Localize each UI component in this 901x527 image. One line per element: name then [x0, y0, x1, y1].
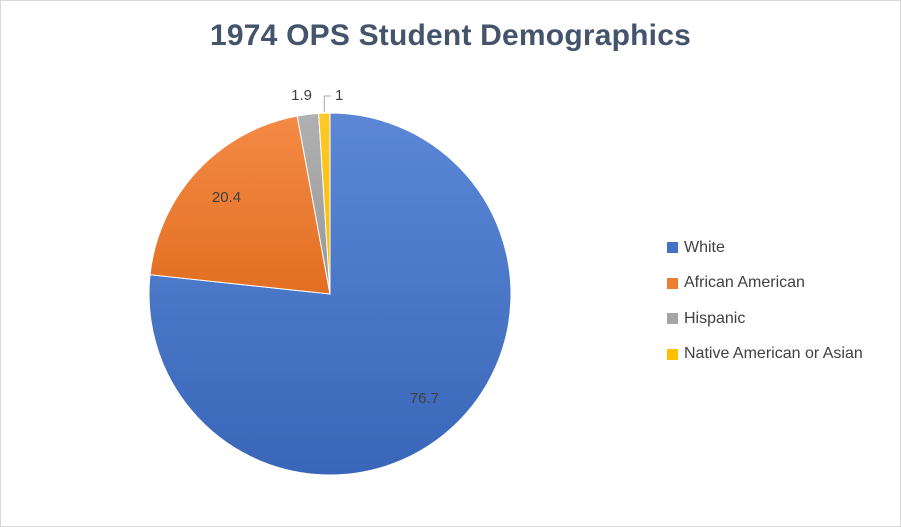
legend-item-white: White [667, 230, 863, 266]
leader-lines [323, 95, 331, 113]
pie-slices [148, 112, 512, 476]
legend-item-hispanic: Hispanic [667, 301, 863, 337]
leader-line-native-american-or-asian [323, 95, 331, 113]
legend-swatch-white [667, 242, 678, 254]
legend-label-hispanic: Hispanic [684, 309, 746, 327]
slice-white [148, 112, 512, 476]
data-label-hispanic: 1.9 [291, 87, 312, 104]
legend-item-african-american: African American [667, 266, 863, 302]
data-label-white: 76.7 [410, 390, 439, 407]
legend-label-native-american-or-asian: Native American or Asian [684, 345, 863, 363]
legend-swatch-hispanic [667, 313, 678, 325]
data-label-african-american: 20.4 [212, 189, 241, 206]
data-labels: 76.7 20.4 1.9 1 [212, 87, 439, 407]
legend-item-native-american-or-asian: Native American or Asian [667, 337, 863, 373]
legend-swatch-native-american-or-asian [667, 348, 678, 360]
data-label-native-american-or-asian: 1 [335, 87, 343, 104]
legend-label-african-american: African American [684, 274, 805, 292]
legend-swatch-african-american [667, 277, 678, 289]
legend: White African American Hispanic Native A… [667, 230, 863, 372]
chart-title: 1974 OPS Student Demographics [210, 19, 691, 52]
slice-african-american [149, 115, 331, 295]
slice-native-american-or-asian [318, 112, 331, 295]
legend-label-white: White [684, 238, 725, 256]
